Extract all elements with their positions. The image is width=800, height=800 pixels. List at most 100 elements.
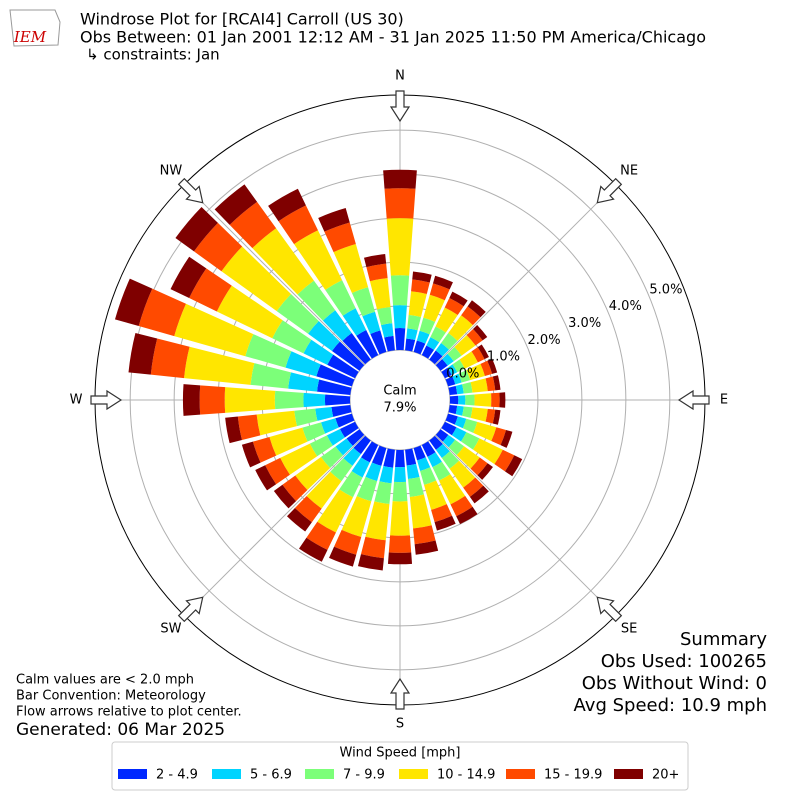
r-tick-label: 0.0% (446, 366, 479, 381)
wind-bar (361, 441, 379, 463)
wind-bar (494, 449, 515, 472)
wind-bar (477, 344, 489, 360)
wind-bar (395, 449, 405, 468)
wind-bar (469, 485, 489, 504)
wind-bar (454, 416, 467, 429)
wind-bar (374, 481, 392, 504)
wind-bar (381, 323, 394, 338)
wind-bar (286, 508, 312, 532)
wind-bar (454, 335, 476, 356)
wind-bar (492, 375, 501, 391)
wind-bar (393, 466, 407, 483)
wind-bar (294, 230, 343, 290)
wind-bar (421, 345, 435, 359)
wind-bar (356, 476, 378, 502)
grid-spoke (183, 435, 365, 617)
wind-bar (317, 489, 353, 533)
wind-bar (456, 506, 478, 525)
wind-bar (430, 326, 446, 343)
wind-bar (335, 438, 353, 456)
wind-bar (448, 385, 458, 395)
wind-bar (324, 222, 356, 253)
wind-bar (432, 461, 451, 481)
wind-bar (448, 405, 458, 415)
wind-bar (435, 429, 449, 442)
wind-bar (444, 297, 464, 316)
wind-bar (421, 441, 436, 457)
wind-bar (224, 387, 276, 413)
wind-bar (327, 354, 359, 379)
r-tick-label: 4.0% (609, 299, 642, 314)
wind-bar (366, 263, 388, 282)
wind-bar (256, 410, 297, 436)
wind-bar (407, 314, 422, 331)
wind-bar (470, 407, 488, 422)
flow-arrow (596, 596, 623, 623)
wind-bar (424, 480, 447, 510)
wind-bar (377, 306, 393, 326)
wind-bar (364, 254, 387, 268)
generated: Generated: 06 Mar 2025 (16, 720, 225, 740)
wind-bar (255, 465, 277, 491)
wind-bar (316, 364, 355, 387)
wind-bar (175, 206, 218, 252)
wind-bar (387, 552, 413, 565)
wind-bar (229, 201, 277, 249)
wind-bar (339, 471, 363, 498)
legend-swatch (614, 769, 643, 779)
wind-bar (321, 418, 339, 434)
wind-bar (390, 501, 410, 536)
wind-bar (449, 395, 459, 405)
flow-arrow (177, 596, 204, 623)
wind-bar (335, 413, 355, 428)
wind-bar (383, 448, 395, 468)
legend-swatch (212, 769, 241, 779)
wind-bar (351, 287, 376, 317)
wind-bar (477, 463, 493, 480)
wind-bar (379, 465, 394, 484)
wind-bar (448, 439, 465, 456)
wind-bar (150, 338, 190, 379)
wind-bar (303, 339, 334, 365)
direction-label: NE (620, 163, 638, 178)
subtitle: Obs Between: 01 Jan 2001 12:12 AM - 31 J… (80, 28, 706, 47)
r-tick-label: 3.0% (568, 316, 601, 331)
wind-bar (360, 536, 386, 559)
wind-bar (298, 537, 328, 562)
wind-bar (365, 462, 382, 482)
legend-label: 7 - 9.9 (343, 768, 385, 783)
wind-bar (353, 435, 371, 455)
direction-label: S (396, 717, 404, 732)
wind-bar (429, 283, 450, 301)
legend-swatch (506, 769, 535, 779)
wind-bar (480, 360, 493, 376)
direction-label: NW (160, 163, 183, 178)
wind-bar (442, 353, 454, 366)
constraints: ↳ constraints: Jan (86, 46, 220, 64)
wind-bar (487, 358, 498, 374)
logo-text: IEM (13, 28, 47, 46)
wind-bar (408, 291, 427, 318)
wind-bar (315, 406, 334, 421)
wind-bar (447, 347, 462, 362)
wind-bar (452, 359, 465, 373)
wind-bar (414, 540, 439, 555)
wind-bar (302, 422, 326, 442)
wind-bar (435, 444, 450, 459)
wind-bar (273, 484, 297, 509)
direction-label: N (395, 69, 405, 84)
wind-bar (370, 330, 387, 355)
wind-bar (189, 268, 232, 312)
wind-bar (317, 379, 352, 395)
wind-bar (265, 457, 290, 485)
wind-bar (441, 333, 458, 350)
wind-bar (357, 554, 384, 571)
wind-bar (320, 446, 344, 468)
wind-bar (408, 477, 424, 497)
calm-circle (352, 352, 448, 448)
wind-bar (365, 501, 390, 541)
wind-bar (330, 458, 353, 482)
legend-swatch (118, 769, 147, 779)
wind-bar (405, 448, 417, 466)
